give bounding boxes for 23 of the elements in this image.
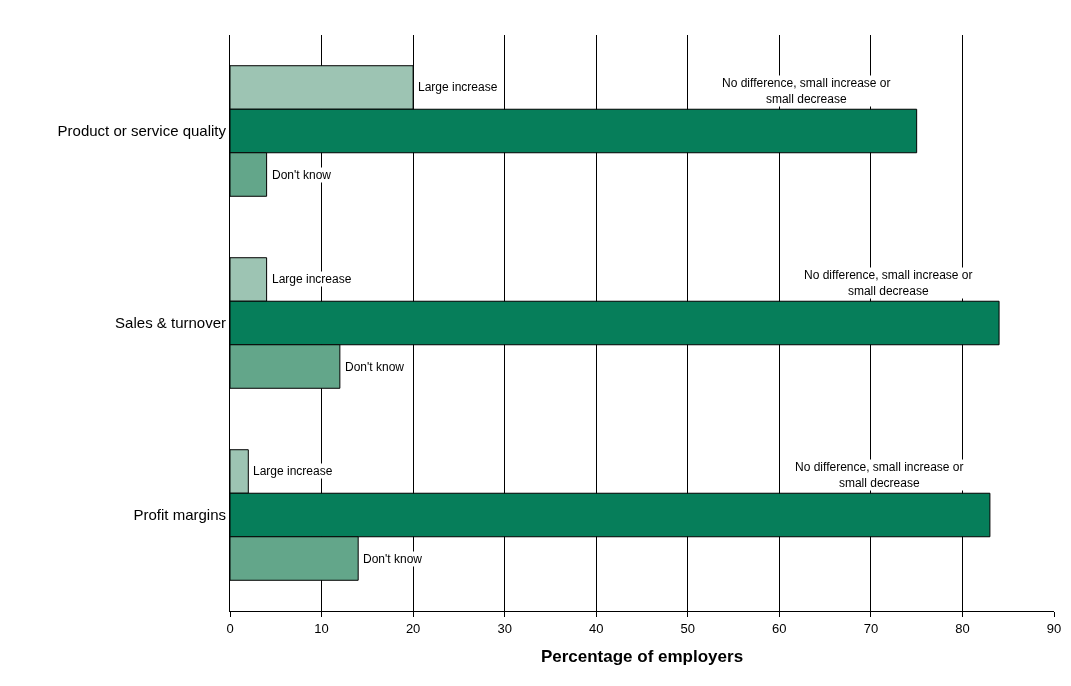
text: No difference, small increase or small decrease: [722, 76, 891, 106]
y-tick-label: Profit margins: [133, 506, 226, 524]
text: Large increase: [272, 272, 352, 286]
x-tick-label: 80: [955, 620, 970, 636]
series-label: No difference, small increase or small decrease: [804, 268, 973, 298]
x-tick-label: 60: [772, 620, 787, 636]
x-tick-label: 40: [588, 620, 604, 636]
x-tick-label: 90: [1046, 620, 1062, 636]
series-label: Large increase: [253, 464, 333, 478]
text: Don't know: [272, 168, 331, 182]
x-axis-title: Percentage of employers: [540, 647, 744, 666]
series-label: Don't know: [363, 552, 423, 566]
x-tick-label: 50: [680, 620, 696, 636]
text: Don't know: [345, 360, 404, 374]
x-tick-label: 10: [314, 620, 329, 636]
text: Large increase: [418, 80, 498, 94]
text: No difference, small increase or small decrease: [795, 460, 964, 490]
x-tick-label: 30: [497, 620, 512, 636]
y-tick-label: Sales & turnover: [115, 314, 226, 332]
x-tick-label: 70: [863, 620, 879, 636]
x-tick-label: 20: [405, 620, 421, 636]
y-tick-label: Product or service quality: [57, 122, 227, 140]
x-tick-label: 0: [226, 620, 234, 636]
